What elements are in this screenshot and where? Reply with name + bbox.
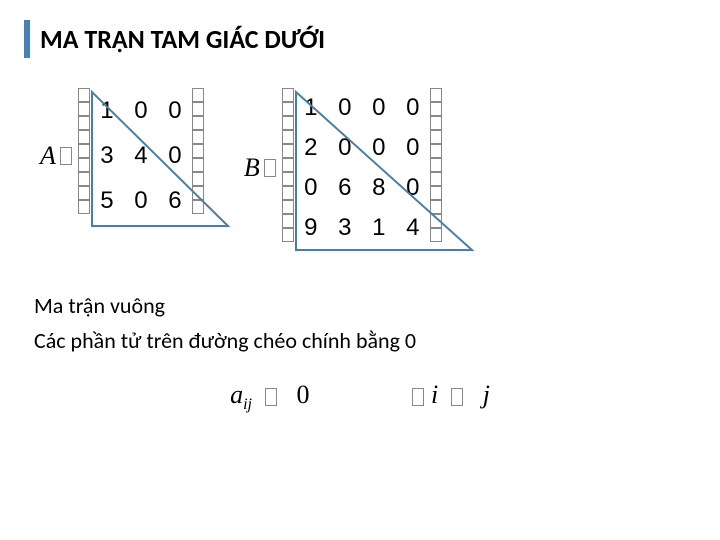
cell: 4 bbox=[396, 208, 430, 248]
bracket-left-icon bbox=[78, 88, 90, 223]
equals-placeholder-icon bbox=[264, 159, 276, 177]
matrix-b-grid: 1 0 0 0 2 0 0 0 0 6 8 0 bbox=[294, 88, 430, 248]
matrix-a-wrap: 1 0 0 3 4 0 5 0 6 bbox=[78, 88, 204, 223]
cell: 0 bbox=[124, 178, 158, 223]
cell: 0 bbox=[158, 133, 192, 178]
cell: 6 bbox=[328, 168, 362, 208]
forall-placeholder-icon bbox=[412, 388, 424, 406]
matrix-a-block: A 1 0 0 3 4 0 bbox=[40, 88, 204, 223]
cell: 4 bbox=[124, 133, 158, 178]
cell: 8 bbox=[362, 168, 396, 208]
cell: 0 bbox=[396, 168, 430, 208]
var-i: i bbox=[431, 380, 438, 409]
page-title: MA TRẬN TAM GIÁC DƯỚI bbox=[40, 23, 325, 55]
bracket-right-icon bbox=[430, 88, 442, 248]
cell: 1 bbox=[362, 208, 396, 248]
zero: 0 bbox=[296, 380, 309, 409]
matrix-b-wrap: 1 0 0 0 2 0 0 0 0 6 8 0 bbox=[282, 88, 442, 248]
cell: 6 bbox=[158, 178, 192, 223]
var-j: j bbox=[483, 380, 490, 409]
accent-bar bbox=[24, 20, 30, 58]
sub-ij: ij bbox=[243, 396, 252, 413]
matrix-b-block: B 1 0 0 0 2 0 0 bbox=[244, 88, 442, 248]
bracket-left-icon bbox=[282, 88, 294, 248]
cell: 0 bbox=[294, 168, 328, 208]
equals-placeholder-icon bbox=[60, 147, 72, 165]
cell: 0 bbox=[328, 88, 362, 128]
title-bar: MA TRẬN TAM GIÁC DƯỚI bbox=[24, 20, 325, 58]
text-line-1: Ma trận vuông bbox=[34, 288, 416, 323]
cell: 0 bbox=[396, 88, 430, 128]
operator-placeholder-icon bbox=[451, 388, 463, 406]
matrix-b-label: B bbox=[244, 153, 260, 183]
cell: 0 bbox=[362, 88, 396, 128]
cell: 1 bbox=[294, 88, 328, 128]
cell: 0 bbox=[124, 88, 158, 133]
operator-placeholder-icon bbox=[265, 388, 277, 406]
cell: 0 bbox=[328, 128, 362, 168]
condition-formula: aij 0 i j bbox=[0, 380, 720, 414]
text-line-2: Các phần tử trên đường chéo chính bằng 0 bbox=[34, 323, 416, 358]
cell: 0 bbox=[396, 128, 430, 168]
matrix-a-label: A bbox=[40, 141, 56, 171]
var-a: a bbox=[230, 380, 243, 409]
cell: 5 bbox=[90, 178, 124, 223]
matrix-a-grid: 1 0 0 3 4 0 5 0 6 bbox=[90, 88, 192, 223]
cell: 2 bbox=[294, 128, 328, 168]
description-block: Ma trận vuông Các phần tử trên đường ché… bbox=[34, 288, 416, 358]
cell: 3 bbox=[90, 133, 124, 178]
cell: 0 bbox=[362, 128, 396, 168]
matrices-row: A 1 0 0 3 4 0 bbox=[40, 88, 442, 248]
cell: 0 bbox=[158, 88, 192, 133]
cell: 9 bbox=[294, 208, 328, 248]
bracket-right-icon bbox=[192, 88, 204, 223]
cell: 3 bbox=[328, 208, 362, 248]
cell: 1 bbox=[90, 88, 124, 133]
